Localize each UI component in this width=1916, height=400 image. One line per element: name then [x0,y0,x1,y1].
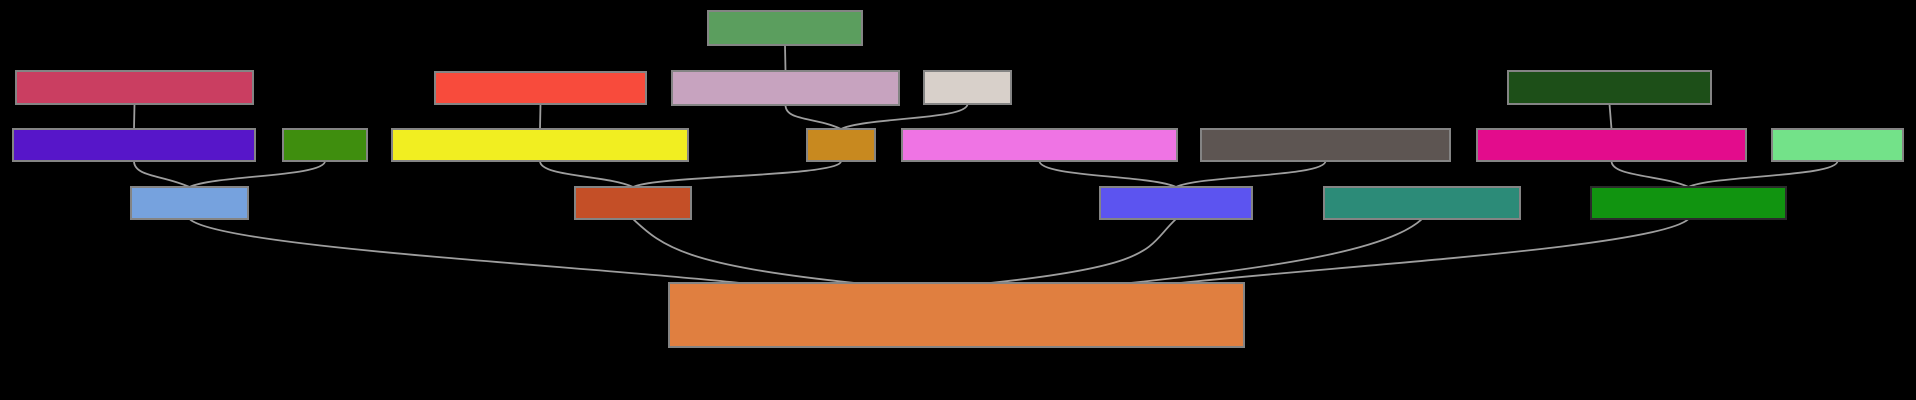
node-orange-root[interactable] [668,282,1245,348]
node-green[interactable] [1590,186,1787,220]
edge-dark-green--deep-pink [1608,103,1613,130]
node-rust[interactable] [574,186,692,220]
edge-purple--light-blue [133,160,191,188]
edge-orchid--royal-blue [1038,160,1177,188]
edge-yellow--rust [539,160,634,188]
edge-light-blue--orange-root [188,218,741,284]
edge-green--orange-root [1179,218,1690,284]
node-dark-green[interactable] [1507,70,1712,105]
node-green-top[interactable] [707,10,863,46]
edge-red--yellow [539,103,542,130]
node-light-gray[interactable] [923,70,1012,105]
edge-forest-green--light-blue [188,160,326,188]
node-dark-gray[interactable] [1200,128,1451,162]
node-orchid[interactable] [901,128,1178,162]
edge-teal--orange-root [1129,218,1423,284]
node-forest-green[interactable] [282,128,368,162]
node-plum[interactable] [671,70,900,106]
edge-rust--orange-root [632,218,856,284]
edge-goldenrod--rust [632,160,842,188]
node-yellow[interactable] [391,128,689,162]
edge-crimson--purple [133,103,136,130]
node-light-green[interactable] [1771,128,1904,162]
edge-light-gray--goldenrod [840,103,969,130]
node-royal-blue[interactable] [1099,186,1253,220]
node-light-blue[interactable] [130,186,249,220]
node-goldenrod[interactable] [806,128,876,162]
edge-plum--goldenrod [784,104,842,130]
edge-deep-pink--green [1610,160,1690,188]
node-red[interactable] [434,71,647,105]
edge-green-top--plum [784,44,787,72]
edge-light-green--green [1687,160,1839,188]
edge-dark-gray--royal-blue [1175,160,1327,188]
edge-royal-blue--orange-root [989,218,1177,284]
node-crimson[interactable] [15,70,254,105]
node-deep-pink[interactable] [1476,128,1747,162]
node-teal[interactable] [1323,186,1521,220]
node-purple[interactable] [12,128,256,162]
